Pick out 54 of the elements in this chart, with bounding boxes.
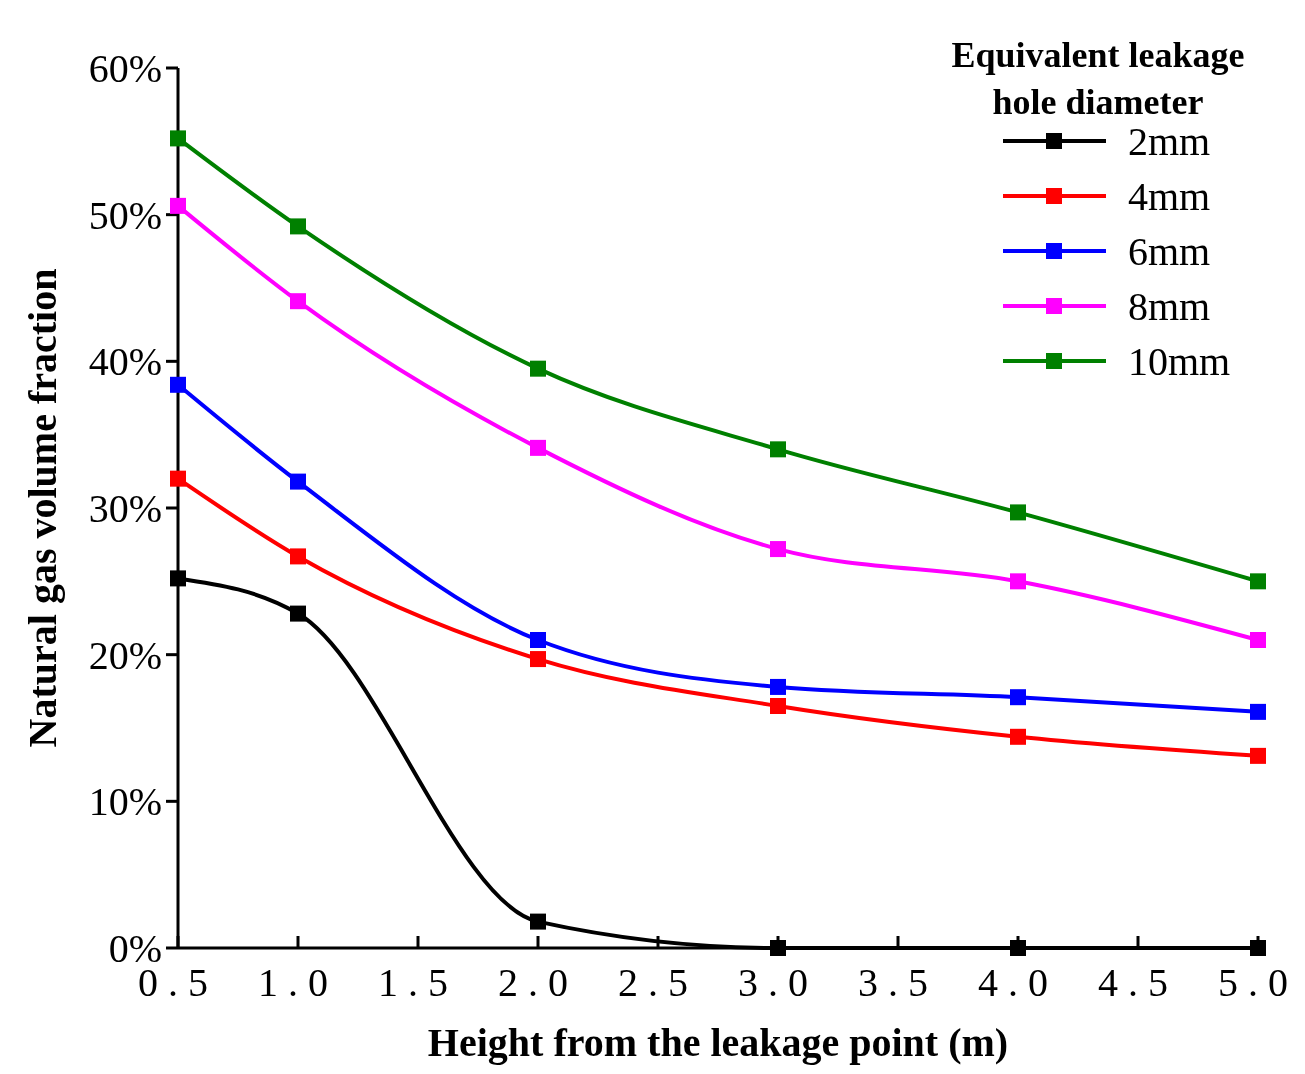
point — [170, 570, 186, 587]
x-tick-label: 4.5 — [1098, 960, 1178, 1005]
point — [1250, 573, 1266, 590]
point — [1250, 703, 1266, 720]
point — [290, 293, 306, 310]
y-tick-label: 30% — [88, 486, 162, 531]
y-tick-label: 0% — [108, 926, 162, 971]
point — [530, 360, 546, 377]
x-axis-title: Height from the leakage point (m) — [427, 1020, 1009, 1065]
x-tick-label: 1.5 — [378, 960, 458, 1005]
legend-title: Equivalent leakage hole diameter — [951, 34, 1245, 122]
x-tick-label: 1.0 — [258, 960, 338, 1005]
point — [530, 651, 546, 668]
point — [770, 541, 786, 558]
point — [1010, 504, 1026, 521]
legend-label: 4mm — [1128, 174, 1211, 219]
y-tick-label: 50% — [88, 192, 162, 238]
point — [770, 940, 786, 956]
x-tick-label: 2.5 — [618, 960, 698, 1005]
point — [170, 470, 186, 487]
point — [1250, 632, 1266, 648]
point — [1010, 728, 1026, 745]
legend-label: 10mm — [1128, 339, 1231, 384]
y-tick-label: 40% — [88, 339, 162, 385]
point — [1250, 940, 1266, 956]
legend-label: 2mm — [1128, 119, 1211, 164]
point — [170, 376, 186, 393]
x-tick-label: 5.0 — [1218, 960, 1298, 1005]
y-tick-label: 60% — [88, 46, 162, 91]
point — [1250, 747, 1266, 764]
y-axis-title: Natural gas volume fraction — [20, 268, 65, 748]
x-tick-label: 3.0 — [738, 960, 818, 1005]
point — [290, 218, 306, 235]
point — [170, 197, 186, 214]
point — [770, 441, 786, 458]
y-tick-label: 10% — [88, 779, 162, 825]
point — [770, 698, 786, 714]
legend-label: 8mm — [1128, 284, 1211, 329]
legend-label: 6mm — [1128, 229, 1211, 274]
x-tick-label: 2.0 — [498, 960, 578, 1005]
y-tick-label: 20% — [88, 632, 162, 678]
point — [530, 439, 546, 456]
point — [530, 913, 546, 930]
point — [1010, 940, 1026, 956]
point — [770, 678, 786, 695]
point — [290, 473, 306, 490]
x-tick-label: 3.5 — [858, 960, 938, 1005]
point — [290, 605, 306, 622]
point — [1010, 573, 1026, 590]
point — [530, 632, 546, 648]
point — [170, 130, 186, 147]
x-tick-label: 4.0 — [978, 960, 1058, 1005]
point — [290, 548, 306, 565]
point — [1010, 689, 1026, 706]
